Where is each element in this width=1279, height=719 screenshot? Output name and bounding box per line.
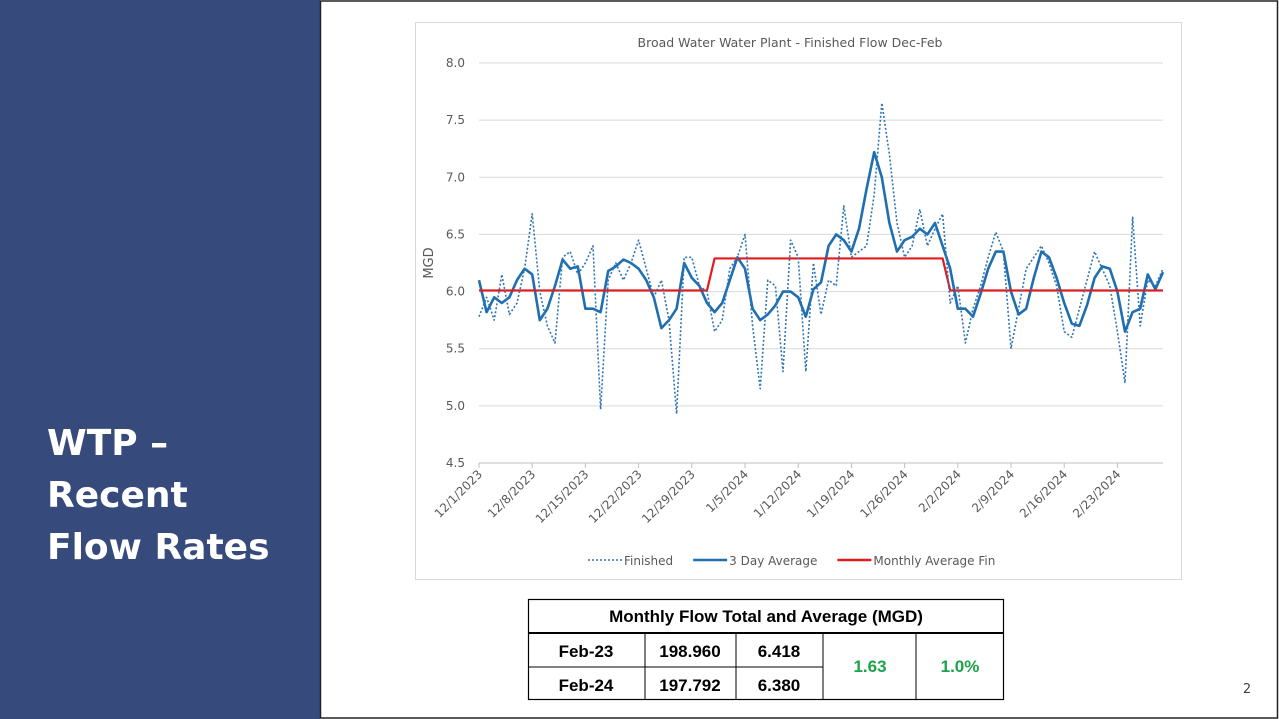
table-cell: 6.418 — [758, 642, 801, 661]
table-cell: Feb-23 — [559, 642, 614, 661]
series-line — [479, 257, 1163, 292]
table-difference: 1.63 — [853, 657, 886, 676]
slide-title: Recent — [47, 475, 188, 516]
y-tick-label: 7.5 — [446, 113, 465, 127]
table-cell: 197.792 — [659, 676, 720, 695]
chart-frame — [415, 22, 1182, 580]
slide-title: Flow Rates — [47, 527, 270, 568]
side-panel — [0, 0, 320, 719]
y-tick-label: 7.0 — [446, 170, 465, 184]
table-border — [527, 598, 1005, 701]
series-line — [478, 102, 1164, 415]
y-tick-label: 5.0 — [446, 399, 465, 413]
table-cell: Feb-24 — [559, 676, 614, 695]
table-title: Monthly Flow Total and Average (MGD) — [609, 607, 923, 626]
series-line — [477, 150, 1165, 333]
table-cell: 198.960 — [659, 642, 720, 661]
y-axis-label: MGD — [422, 247, 437, 278]
y-tick-label: 6.5 — [446, 227, 465, 241]
y-tick-label: 6.0 — [446, 285, 465, 299]
table-percent: 1.0% — [941, 657, 980, 676]
legend-label: Monthly Average Fin — [873, 554, 995, 568]
chart-title: Broad Water Water Plant - Finished Flow … — [638, 35, 943, 50]
legend-label: 3 Day Average — [729, 554, 817, 568]
legend: Finished 3 Day Average Monthly Average Fin — [588, 554, 995, 568]
y-tick-label: 4.5 — [446, 456, 465, 470]
slide-border — [319, 0, 1279, 719]
table: Monthly Flow Total and Average (MGD) Feb… — [527, 598, 1005, 701]
y-tick-label: 8.0 — [446, 56, 465, 70]
y-tick-label: 5.5 — [446, 342, 465, 356]
slide-title: WTP – — [47, 423, 168, 464]
legend-label: Finished — [624, 554, 673, 568]
page-number: 2 — [1243, 682, 1251, 697]
table-cell: 6.380 — [758, 676, 801, 695]
